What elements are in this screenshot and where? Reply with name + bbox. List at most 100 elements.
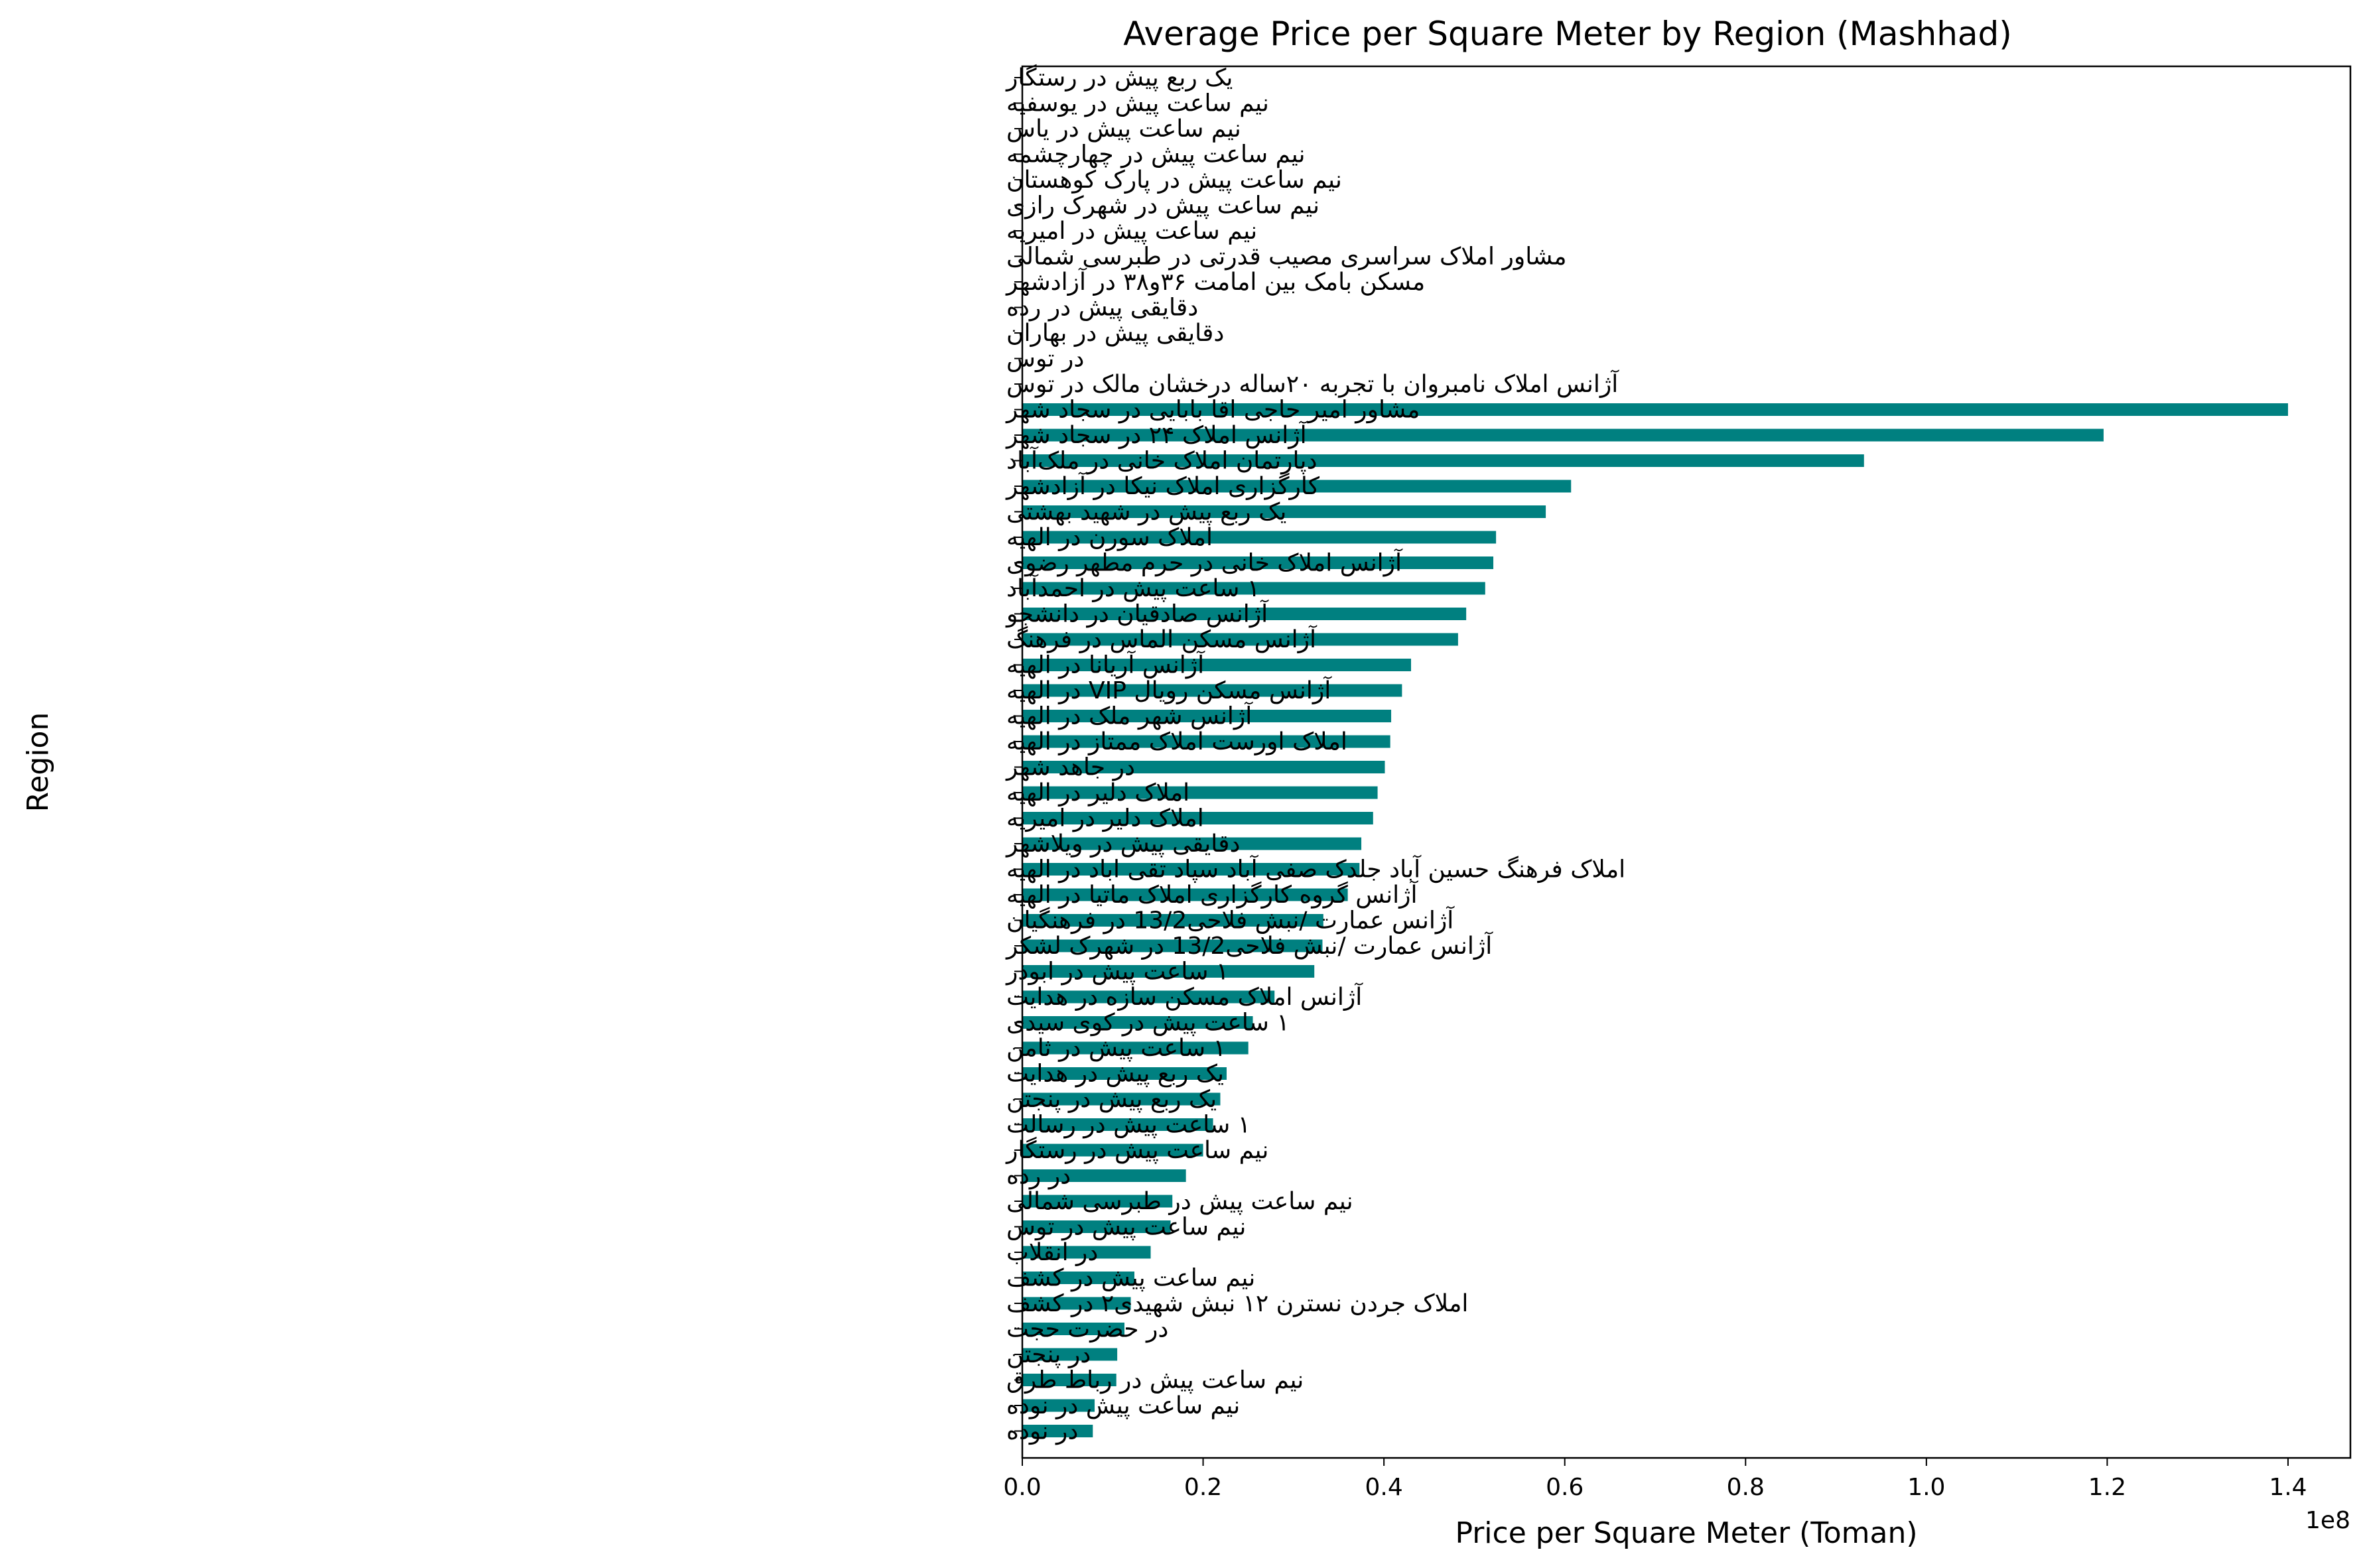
bar xyxy=(1022,428,2104,442)
y-tick-label: املاک فرهنگ حسین آباد جلدک صفی آباد سپاد… xyxy=(1006,854,1625,883)
bar xyxy=(1022,1246,1151,1259)
bar xyxy=(1022,1067,1227,1080)
bar xyxy=(1022,786,1378,799)
y-tick-label: دقایقی پیش در بهاران xyxy=(1006,320,1224,347)
bar xyxy=(1022,582,1485,595)
bar xyxy=(1022,556,1494,569)
y-tick-label: در پنجتن xyxy=(1006,1341,1091,1368)
bar xyxy=(1022,888,1348,901)
y-tick-label: یک ربع پیش در رستگار xyxy=(1005,64,1233,92)
y-tick-label: نیم ساعت پیش در شهرک رازی xyxy=(1006,192,1319,220)
y-tick-label: مسکن بامک بین امامت ۳۶و۳۸ در آزادشهر xyxy=(1005,267,1425,296)
y-tick-label: نیم ساعت پیش در امیریه xyxy=(1006,218,1257,245)
x-axis-label: Price per Square Meter (Toman) xyxy=(1455,1516,1917,1550)
x-tick-label: 0.4 xyxy=(1365,1474,1403,1501)
bar xyxy=(1022,1399,1095,1412)
y-tick-label: املاک دلیر در امیریه xyxy=(1006,805,1204,832)
bar xyxy=(1022,1092,1221,1106)
bar xyxy=(1022,1195,1173,1208)
bar xyxy=(1022,633,1458,646)
bar xyxy=(1022,1118,1213,1131)
y-tick-label: املاک دلیر در الهیه xyxy=(1006,779,1189,807)
bar xyxy=(1022,1374,1116,1386)
y-tick-label: در رده xyxy=(1006,1163,1071,1190)
bar xyxy=(1022,837,1362,850)
y-tick-label: یک ربع پیش در پنجتن xyxy=(1006,1086,1217,1113)
bar xyxy=(1022,863,1360,876)
y-tick-label: ۱ ساعت پیش در کوی سیدی xyxy=(1006,1010,1290,1037)
y-tick-label: در حضرت حجت xyxy=(1006,1316,1168,1343)
chart-title: Average Price per Square Meter by Region… xyxy=(1123,15,2012,53)
x-axis: 0.0 0.2 0.4 0.6 0.8 1.0 1.2 1.4 xyxy=(1003,1458,2307,1501)
bar xyxy=(1022,1297,1131,1310)
y-tick-label: نیم ساعت پیش در یوسفیه xyxy=(1006,90,1269,117)
bar xyxy=(1022,531,1497,544)
y-tick-label: آژانس املاک مسکن سازه در هدایت xyxy=(1006,982,1363,1011)
bar xyxy=(1022,1041,1249,1055)
bar xyxy=(1022,480,1572,493)
y-tick-label: در انقلاب xyxy=(1006,1239,1098,1266)
x-tick-label: 1.4 xyxy=(2269,1474,2307,1501)
bar xyxy=(1022,684,1402,697)
y-tick-label: در جاهد شهر xyxy=(1005,754,1135,781)
y-tick-label: آژانس عمارت /نبش فلاحی13/2 در شهرک لشکر xyxy=(1005,931,1493,960)
bar xyxy=(1022,1016,1253,1029)
y-tick-label: آژانس املاک خانی در حرم مطهر رضوی xyxy=(1006,548,1403,577)
y-axis-label: Region xyxy=(21,712,55,813)
y-tick-label: آژانس مسکن الماس در فرهنگ xyxy=(1006,624,1318,653)
y-tick-label: مشاور املاک سراسری مصیب قدرتی در طبرسی ش… xyxy=(1006,243,1567,271)
y-tick-label: آژانس شهر ملک در الهیه xyxy=(1006,701,1253,730)
y-tick-label: ۱ ساعت پیش در ابوذر xyxy=(1005,958,1229,986)
bar xyxy=(1022,505,1546,518)
y-tick-label: دپارتمان املاک خانی در ملک‌آباد xyxy=(1006,446,1318,475)
y-tick-label: کارگزاری املاک نیکا در آزادشهر xyxy=(1005,471,1320,500)
y-tick-label: آژانس آریانا در الهیه xyxy=(1006,650,1205,679)
x-tick-label: 1.0 xyxy=(1907,1474,1945,1501)
y-tick-label: املاک سورن در الهیه xyxy=(1006,524,1213,551)
y-tick-label: نیم ساعت پیش در طبرسی شمالی xyxy=(1006,1188,1353,1215)
y-tick-label: آژانس املاک ۲۴ در سجاد شهر xyxy=(1005,420,1308,449)
y-tick-label: ۱ ساعت پیش در رسالت xyxy=(1006,1112,1250,1139)
bar xyxy=(1022,659,1412,671)
y-tick-label: نیم ساعت پیش در نوده xyxy=(1006,1392,1240,1419)
bar xyxy=(1022,1220,1171,1233)
y-tick-label: در توس xyxy=(1006,346,1084,373)
y-tick-label: در نوده xyxy=(1006,1418,1078,1445)
x-tick-label: 0.0 xyxy=(1003,1474,1041,1501)
y-tick-label: یک ربع پیش در هدایت xyxy=(1006,1061,1224,1088)
bar xyxy=(1022,1169,1186,1182)
bar xyxy=(1022,761,1385,773)
bar xyxy=(1022,1143,1203,1157)
y-tick-label: ۱ ساعت پیش در ثامن xyxy=(1006,1035,1226,1062)
y-tick-label: نیم ساعت پیش در رستگار xyxy=(1005,1136,1268,1164)
bar xyxy=(1022,710,1392,722)
y-tick-label: آژانس صادقیان در دانشجو xyxy=(1005,599,1269,628)
plot-frame xyxy=(1021,65,2352,1459)
y-tick-label: آژانس گروه کارگزاری املاک ماتیا در الهیه xyxy=(1006,880,1419,909)
y-tick-label: دقایقی پیش در رده xyxy=(1006,294,1198,322)
y-tick-label: نیم ساعت پیش در یاس xyxy=(1006,115,1241,143)
y-tick-label: مشاور امیر حاجی اقا بابایی در سجاد شهر xyxy=(1005,397,1420,424)
y-tick-label: نیم ساعت پیش در چهارچشمه xyxy=(1006,141,1305,168)
bar xyxy=(1022,812,1373,824)
bar xyxy=(1022,965,1315,978)
bar xyxy=(1022,1348,1118,1361)
bar xyxy=(1022,454,1864,467)
y-tick-label: ۱ ساعت پیش در احمدآباد xyxy=(1006,573,1260,602)
y-tick-label: نیم ساعت پیش در رباط طرق xyxy=(1006,1367,1304,1394)
y-tick-label: دقایقی پیش در ویلاشهر xyxy=(1005,830,1240,858)
y-tick-label: املاک اورست املاک ممتاز در الهیه xyxy=(1006,728,1347,755)
y-tick-label: نیم ساعت پیش در پارک کوهستان xyxy=(1006,166,1342,194)
x-tick-label: 1.2 xyxy=(2088,1474,2126,1501)
y-tick-label: نیم ساعت پیش در کشف xyxy=(1006,1265,1255,1292)
y-tick-label: آژانس عمارت /نبش فلاحی13/2 در فرهنگیان xyxy=(1006,905,1455,935)
y-tick-label: یک ربع پیش در شهید بهشتی xyxy=(1006,499,1286,526)
x-axis-offset-label: 1e8 xyxy=(2305,1507,2350,1534)
bar xyxy=(1022,990,1275,1004)
x-tick-label: 0.8 xyxy=(1727,1474,1765,1501)
y-tick-label: نیم ساعت پیش در توس xyxy=(1006,1214,1246,1241)
bar xyxy=(1022,1323,1124,1335)
